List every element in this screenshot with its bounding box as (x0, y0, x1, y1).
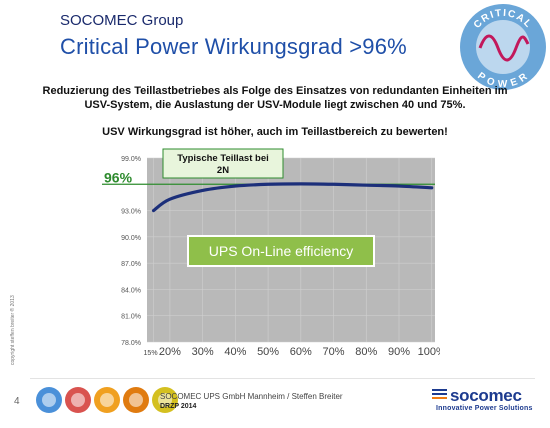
x-tick-label: 40% (224, 346, 246, 358)
annotation-text: Typische Teillast bei 2N (177, 153, 269, 176)
partner-logos (36, 387, 178, 413)
inset-label-box (187, 235, 375, 267)
socomec-brand: socomec (450, 386, 522, 405)
partner-logo-icon (65, 387, 91, 413)
page-number: 4 (14, 396, 20, 407)
inset-label: UPS On-Line efficiency (209, 243, 353, 259)
critical-power-badge: CRITICAL POWER (460, 4, 546, 90)
partner-logo-icon (36, 387, 62, 413)
annotation-box (162, 148, 284, 179)
partner-logo-icon (152, 387, 178, 413)
y-tick-label: 84.0% (121, 287, 141, 294)
footer-event: DRZP 2014 (160, 403, 197, 410)
y-tick-label: 81.0% (121, 314, 141, 321)
copyright-note: copyright steffen breiter ® 2013 (10, 295, 16, 365)
page-title: Critical Power Wirkungsgrad >96% (60, 34, 407, 59)
y-tick-label: 93.0% (121, 209, 141, 216)
x-tick-label: 30% (192, 346, 214, 358)
company-name: SOCOMEC Group (60, 12, 184, 29)
sine-wave-icon (478, 34, 530, 62)
x-tick-label: 100% (418, 346, 440, 358)
partner-logo-icon (94, 387, 120, 413)
y-tick-label: 99.0% (121, 156, 141, 163)
x-tick-label: 20% (159, 346, 181, 358)
socomec-mark-icon (432, 389, 447, 399)
x-tick-label: 15% (144, 350, 158, 357)
efficiency-chart: 78.0% 81.0% 84.0% 87.0% 90.0% 93.0% 99.0% 15% 20… (102, 148, 440, 358)
x-tick-label: 80% (355, 346, 377, 358)
partner-logo-icon (123, 387, 149, 413)
intro-paragraph: Reduzierung des Teillastbetriebes als Fo… (42, 85, 508, 111)
y-tick-label: 87.0% (121, 261, 141, 268)
x-tick-label: 90% (388, 346, 410, 358)
footer-company: SOCOMEC UPS GmbH Mannheim / Steffen Brei… (160, 392, 343, 401)
footer-divider (30, 378, 535, 379)
efficiency-curve (151, 182, 434, 213)
x-tick-label: 50% (257, 346, 279, 358)
y-tick-label: 78.0% (121, 340, 141, 347)
efficiency-statement: USV Wirkungsgrad ist höher, auch im Teil… (102, 126, 448, 138)
socomec-tagline: Innovative Power Solutions (436, 405, 533, 412)
x-tick-label: 60% (290, 346, 312, 358)
socomec-logo: socomec Innovative Power Solutions (432, 386, 544, 416)
x-tick-label: 70% (323, 346, 345, 358)
highlight-label: 96% (104, 169, 133, 185)
y-tick-label: 90.0% (121, 235, 141, 242)
